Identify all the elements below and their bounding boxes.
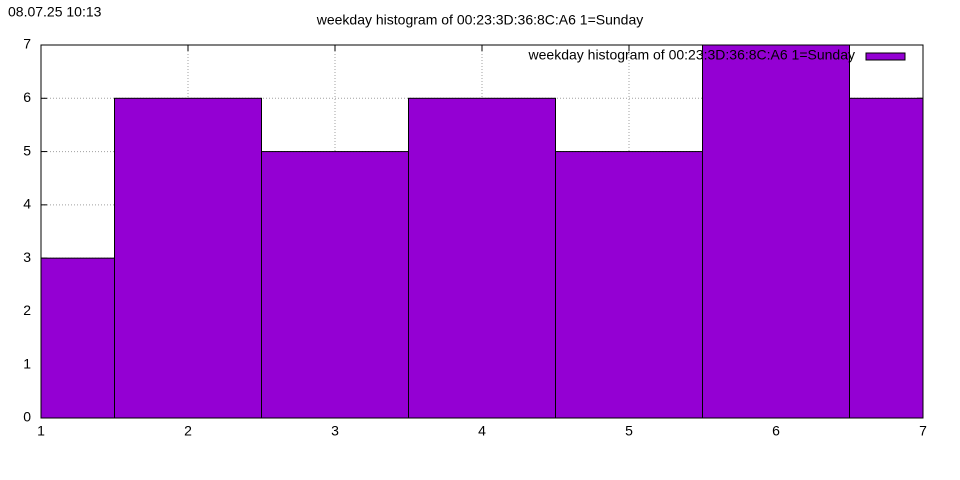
bar xyxy=(261,151,409,418)
y-tick-label: 6 xyxy=(23,89,31,105)
y-tick-label: 3 xyxy=(23,249,31,265)
timestamp: 08.07.25 10:13 xyxy=(8,4,102,20)
x-tick-label: 2 xyxy=(184,423,192,439)
x-tick-label: 5 xyxy=(625,423,633,439)
legend-swatch xyxy=(865,52,906,61)
y-tick-label: 2 xyxy=(23,302,31,318)
y-tick-label: 4 xyxy=(23,196,31,212)
bar xyxy=(41,257,115,418)
chart-title: weekday histogram of 00:23:3D:36:8C:A6 1… xyxy=(316,12,643,28)
x-tick-label: 6 xyxy=(772,423,780,439)
legend-label: weekday histogram of 00:23:3D:36:8C:A6 1… xyxy=(528,47,855,63)
y-tick-label: 0 xyxy=(23,409,31,425)
x-tick-label: 1 xyxy=(37,423,45,439)
y-tick-label: 7 xyxy=(23,36,31,52)
bar xyxy=(408,97,556,418)
y-tick-label: 5 xyxy=(23,142,31,158)
bar xyxy=(702,45,850,418)
plot-border xyxy=(40,44,924,419)
x-tick-label: 4 xyxy=(478,423,486,439)
x-tick-label: 7 xyxy=(919,423,927,439)
bar xyxy=(114,97,262,418)
plot-area xyxy=(41,45,923,418)
bar xyxy=(849,97,923,418)
bar xyxy=(555,151,703,418)
x-tick-label: 3 xyxy=(331,423,339,439)
y-tick-label: 1 xyxy=(23,355,31,371)
